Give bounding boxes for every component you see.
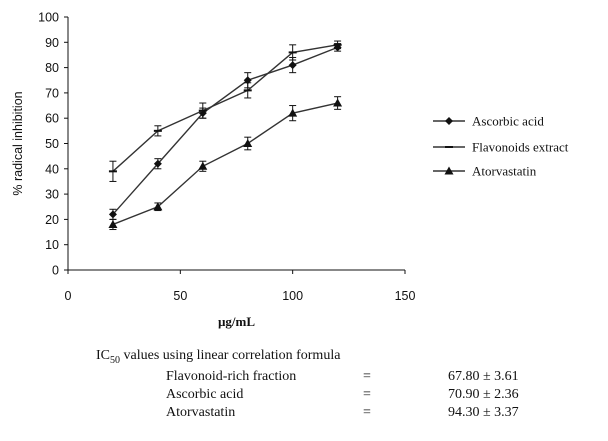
ic50-eq: = (363, 405, 371, 420)
data-point (198, 161, 208, 170)
ic50-value: 70.90 ± 2.36 (448, 387, 519, 402)
y-tick-label: 60 (45, 112, 59, 126)
series-line-2 (112, 44, 338, 172)
ic50-value: 94.30 ± 3.37 (448, 405, 519, 420)
ic50-eq: = (363, 369, 371, 384)
y-tick-label: 80 (45, 61, 59, 75)
ic50-eq: = (363, 387, 371, 402)
x-tick-label: 0 (65, 289, 72, 303)
y-tick-label: 90 (45, 36, 59, 50)
ic50-label: Ascorbic acid (166, 387, 244, 402)
legend-marker (445, 117, 453, 125)
ic50-title-sub: 50 (110, 354, 120, 366)
y-tick-label: 50 (45, 137, 59, 151)
data-point (333, 98, 343, 107)
x-tick-label: 150 (395, 289, 416, 303)
ic50-title-main: IC (96, 348, 110, 363)
data-point (108, 219, 118, 228)
ic50-label: Flavonoid-rich fraction (166, 369, 297, 384)
data-point (243, 76, 252, 85)
y-tick-label: 10 (45, 238, 59, 252)
data-point (333, 43, 342, 46)
y-axis-label: % radical inhibition (11, 91, 25, 195)
data-point (108, 210, 117, 219)
data-point (153, 129, 162, 132)
legend-label: Atorvastatin (472, 164, 537, 179)
data-point (153, 202, 163, 211)
ic50-title: IC50 values using linear correlation for… (96, 348, 340, 366)
legend-label: Flavonoids extract (472, 140, 569, 155)
ic50-value: 67.80 ± 3.61 (448, 369, 519, 384)
y-tick-label: 0 (52, 264, 59, 278)
legend-label: Ascorbic acid (472, 114, 544, 129)
data-point (243, 139, 253, 147)
data-point (243, 89, 252, 92)
data-point (108, 170, 117, 173)
data-point (288, 108, 298, 117)
series-line-3 (112, 102, 338, 226)
data-point (288, 61, 297, 70)
ic50-title-rest: values using linear correlation formula (120, 348, 341, 363)
y-tick-label: 20 (45, 213, 59, 227)
y-tick-label: 100 (38, 11, 59, 25)
x-tick-label: 50 (173, 289, 187, 303)
ic50-label: Atorvastatin (166, 405, 236, 420)
x-axis-label: µg/mL (218, 314, 255, 329)
data-point (153, 159, 162, 168)
data-point (198, 109, 207, 112)
y-tick-label: 30 (45, 188, 59, 202)
series-line-1 (112, 46, 338, 215)
x-tick-label: 100 (282, 289, 303, 303)
legend-marker (444, 166, 454, 175)
y-tick-label: 70 (45, 86, 59, 100)
y-tick-label: 40 (45, 162, 59, 176)
legend-marker (445, 146, 453, 148)
data-point (288, 51, 297, 54)
